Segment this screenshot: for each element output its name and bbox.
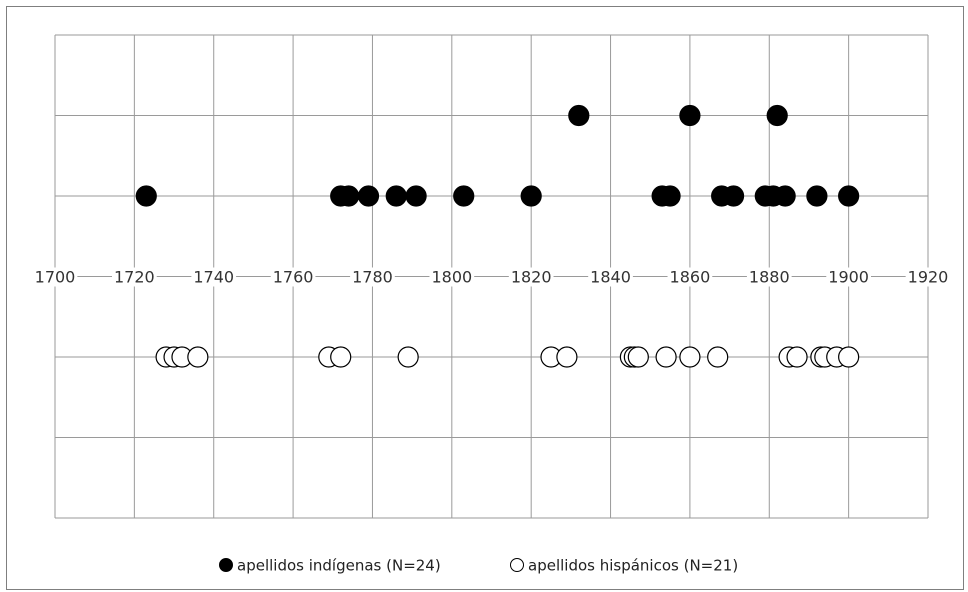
legend-marker-open-circle <box>510 558 524 572</box>
data-point-indigenous <box>722 185 745 207</box>
data-point-hispanic <box>627 346 649 368</box>
data-point-indigenous <box>357 185 380 207</box>
x-tick-label: 1900 <box>828 268 869 287</box>
data-point-hispanic <box>838 346 860 368</box>
data-point-indigenous <box>520 185 542 207</box>
data-point-hispanic <box>786 346 808 368</box>
data-point-hispanic <box>397 346 419 368</box>
data-point-indigenous <box>568 104 590 127</box>
chart-frame <box>6 6 964 590</box>
data-point-hispanic <box>556 346 578 368</box>
x-tick-label-bg <box>350 267 395 287</box>
x-tick-label: 1780 <box>352 268 393 287</box>
data-point-indigenous <box>338 185 360 207</box>
legend-marker-filled-circle <box>219 558 233 572</box>
data-point-hispanic <box>655 346 677 368</box>
data-point-hispanic <box>679 346 701 368</box>
x-tick-label: 1840 <box>590 268 631 287</box>
x-tick-label-bg <box>667 267 713 287</box>
x-tick-label: 1720 <box>114 268 155 287</box>
data-point-indigenous <box>385 185 407 207</box>
data-point-indigenous <box>766 104 788 127</box>
x-tick-label-bg <box>826 267 871 287</box>
x-tick-label: 1920 <box>908 268 949 287</box>
data-point-hispanic <box>707 346 729 368</box>
x-tick-label: 1800 <box>431 268 472 287</box>
x-tick-label-bg <box>112 267 157 287</box>
data-point-indigenous <box>679 104 701 127</box>
x-tick-label: 1700 <box>35 268 76 287</box>
x-tick-label-bg <box>32 267 78 287</box>
data-point-indigenous <box>774 185 796 207</box>
x-tick-label-bg <box>270 267 316 287</box>
legend-label-indigenous: apellidos indígenas (N=24) <box>237 557 441 575</box>
x-tick-label-bg <box>429 267 475 287</box>
x-tick-label-bg <box>746 267 792 287</box>
x-tick-label-bg <box>588 267 633 287</box>
x-tick-label-bg <box>191 267 237 287</box>
data-point-hispanic <box>330 346 352 368</box>
x-tick-label: 1880 <box>749 268 790 287</box>
data-point-indigenous <box>838 185 860 207</box>
x-tick-label: 1860 <box>670 268 711 287</box>
x-tick-label: 1760 <box>273 268 314 287</box>
x-tick-label: 1820 <box>511 268 552 287</box>
x-tick-label: 1740 <box>193 268 234 287</box>
data-point-indigenous <box>806 185 828 207</box>
x-tick-label-bg <box>508 267 554 287</box>
data-point-indigenous <box>453 185 475 207</box>
legend-label-hispanic: apellidos hispánicos (N=21) <box>528 557 738 575</box>
data-point-indigenous <box>405 185 427 207</box>
x-tick-label-bg <box>905 267 951 287</box>
data-point-hispanic <box>187 346 209 368</box>
data-point-indigenous <box>659 185 681 207</box>
data-point-indigenous <box>135 185 157 207</box>
